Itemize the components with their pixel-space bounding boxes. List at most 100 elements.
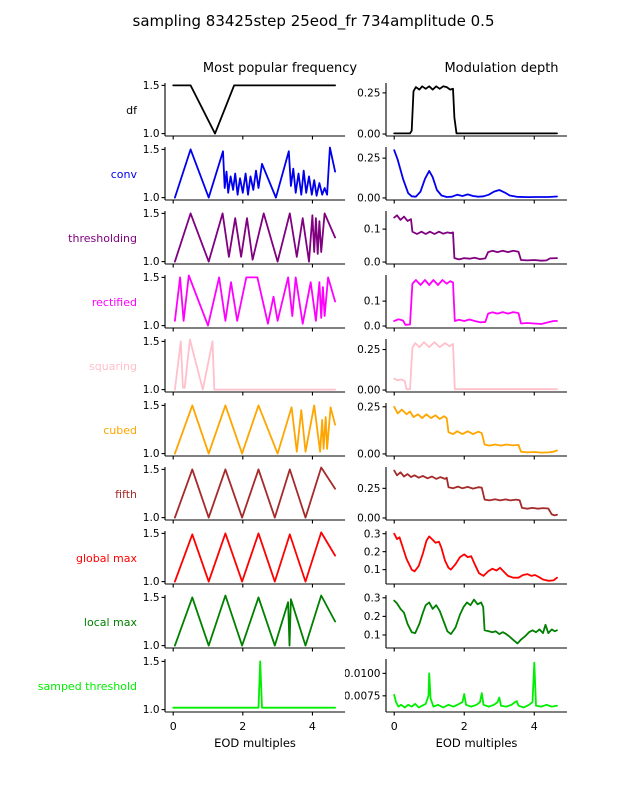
y-tick-label: 1.0 xyxy=(143,320,160,332)
y-tick-label: 0.0 xyxy=(364,257,381,269)
y-tick-label: 0.3 xyxy=(364,528,381,540)
x-axis-labels: EOD multiples EOD multiples xyxy=(0,736,627,758)
y-tick-label: 1.0 xyxy=(143,128,160,140)
frequency-plot-svg: 1.5 1.0 xyxy=(143,464,345,524)
depth-plot-svg: 0.25 0.00 xyxy=(357,147,567,205)
y-tick-label: 0.1 xyxy=(364,564,381,576)
row-label-squaring: squaring xyxy=(89,359,137,373)
depth-subplot: 0.25 0.00 xyxy=(345,334,627,398)
subplot-row: samped threshold 1.5 1.0 0.0100 0.0075 xyxy=(0,654,627,718)
y-tick-label: 1.5 xyxy=(143,272,160,284)
y-tick-label: 1.0 xyxy=(143,512,160,524)
y-tick-label: 1.5 xyxy=(143,336,160,348)
y-tick-label: 1.0 xyxy=(143,704,160,716)
y-tick-label: 0.1 xyxy=(364,296,381,308)
frequency-plot-svg: 1.5 1.0 xyxy=(143,80,345,140)
frequency-plot-svg: 1.5 1.0 xyxy=(143,208,345,268)
subplot-row: conv 1.5 1.0 0.25 0.00 xyxy=(0,142,627,206)
y-tick-label: 0.00 xyxy=(357,513,380,525)
depth-subplot: 0.25 0.00 xyxy=(345,78,627,142)
row-label-cubed: cubed xyxy=(103,423,137,437)
y-tick-label: 0.25 xyxy=(357,344,380,356)
frequency-subplot: 1.5 1.0 xyxy=(140,142,345,206)
y-tick-label: 1.5 xyxy=(143,592,160,604)
y-tick-label: 0.25 xyxy=(357,153,380,165)
y-tick-label: 0.25 xyxy=(357,401,380,413)
row-label-fifth: fifth xyxy=(115,487,137,501)
y-tick-label: 0.1 xyxy=(364,224,381,236)
depth-plot-svg: 0.3 0.2 0.1 xyxy=(364,528,567,588)
y-tick-label: 0.0100 xyxy=(345,668,381,680)
series-line xyxy=(174,466,337,519)
depth-subplot: 0.1 0.0 xyxy=(345,270,627,334)
x-axis-label-frequency: EOD multiples xyxy=(214,736,296,750)
subplot-row: global max 1.5 1.0 0.3 0.2 0.1 xyxy=(0,526,627,590)
y-tick-label: 1.5 xyxy=(143,400,160,412)
series-line xyxy=(393,85,558,135)
x-tick-label: 2 xyxy=(460,720,468,733)
y-tick-label: 0.2 xyxy=(364,546,381,558)
subplot-row: fifth 1.5 1.0 0.25 0.00 xyxy=(0,462,627,526)
frequency-subplot: 1.5 1.0 xyxy=(140,206,345,270)
depth-subplot: 0.3 0.2 0.1 xyxy=(345,526,627,590)
series-line xyxy=(174,338,337,391)
column-headers: Most popular frequency Modulation depth xyxy=(0,46,627,76)
depth-subplot: 0.25 0.00 xyxy=(345,398,627,462)
subplot-row: cubed 1.5 1.0 0.25 0.00 xyxy=(0,398,627,462)
y-tick-label: 0.1 xyxy=(364,630,381,642)
depth-plot-svg: 0.25 0.00 xyxy=(357,401,567,461)
frequency-subplot: 1.5 1.0 xyxy=(140,590,345,654)
x-tick-label: 0 xyxy=(169,720,177,733)
x-ticks-frequency: 0 2 4 xyxy=(140,718,345,736)
frequency-plot-svg: 1.5 1.0 xyxy=(143,592,345,652)
ticks-spacer xyxy=(0,718,140,736)
x-tick-label: 0 xyxy=(390,720,398,733)
column-title-depth: Modulation depth xyxy=(444,61,559,76)
depth-subplot: 0.3 0.2 0.1 xyxy=(345,590,627,654)
series-line xyxy=(393,214,558,262)
depth-plot-svg: 0.1 0.0 xyxy=(364,211,567,269)
y-tick-label: 1.0 xyxy=(143,384,160,396)
x-axis-tick-labels: 0 2 4 0 2 4 xyxy=(0,718,627,736)
subplot-row: squaring 1.5 1.0 0.25 0.00 xyxy=(0,334,627,398)
column-title-frequency: Most popular frequency xyxy=(202,61,358,76)
frequency-subplot: 1.5 1.0 xyxy=(140,334,345,398)
series-line xyxy=(174,146,337,199)
frequency-subplot: 1.5 1.0 xyxy=(140,78,345,142)
figure-title: sampling 83425step 25eod_fr 734amplitude… xyxy=(132,12,495,30)
depth-subplot: 0.25 0.00 xyxy=(345,142,627,206)
row-label-thresholding: thresholding xyxy=(68,231,137,245)
series-line xyxy=(393,279,558,326)
y-tick-label: 0.3 xyxy=(364,592,381,604)
series-line xyxy=(393,469,558,517)
series-line xyxy=(393,405,558,454)
depth-plot-svg: 0.25 0.00 xyxy=(357,83,567,141)
frequency-subplot: 1.5 1.0 xyxy=(140,462,345,526)
y-tick-label: 0.00 xyxy=(357,449,380,461)
x-axis-label-depth: EOD multiples xyxy=(435,736,518,750)
y-tick-label: 1.5 xyxy=(143,144,160,156)
y-tick-label: 1.5 xyxy=(143,464,160,476)
y-tick-label: 1.0 xyxy=(143,448,160,460)
subplot-row: df 1.5 1.0 0.25 0.00 xyxy=(0,78,627,142)
subplot-row: rectified 1.5 1.0 0.1 0.0 xyxy=(0,270,627,334)
depth-plot-svg: 0.25 0.00 xyxy=(357,467,567,525)
series-line xyxy=(393,341,558,391)
x-ticks-depth: 0 2 4 xyxy=(345,718,627,736)
depth-subplot: 0.25 0.00 xyxy=(345,462,627,526)
series-line xyxy=(174,594,337,647)
y-tick-label: 1.0 xyxy=(143,256,160,268)
series-line xyxy=(174,212,337,263)
series-line xyxy=(174,531,337,583)
series-line xyxy=(172,660,337,709)
frequency-plot-svg: 1.5 1.0 xyxy=(143,528,345,588)
depth-plot-svg: 0.0100 0.0075 xyxy=(345,659,567,716)
frequency-plot-svg: 1.5 1.0 xyxy=(143,656,345,716)
x-tick-label: 4 xyxy=(308,720,316,733)
series-line xyxy=(393,661,558,709)
row-label-local-max: local max xyxy=(83,615,137,629)
frequency-subplot: 1.5 1.0 xyxy=(140,526,345,590)
row-label-global-max: global max xyxy=(75,551,137,565)
subplot-row: thresholding 1.5 1.0 0.1 0.0 xyxy=(0,206,627,270)
y-tick-label: 0.0075 xyxy=(345,690,381,702)
